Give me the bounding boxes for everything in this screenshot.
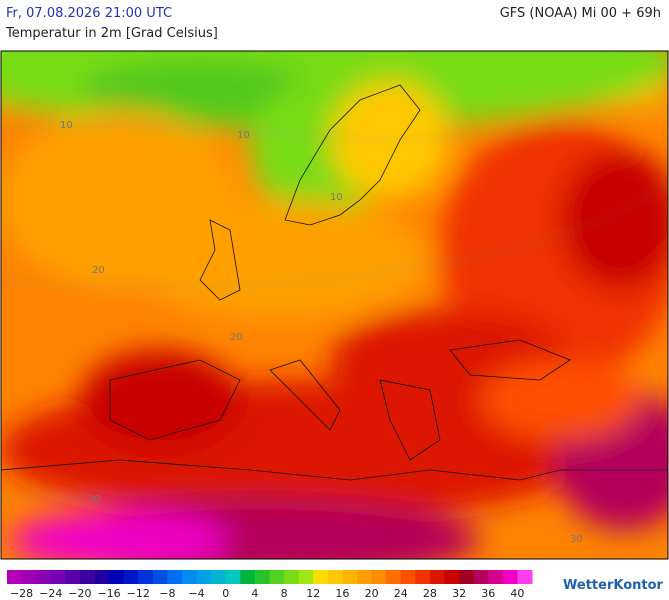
- legend-label: 24: [394, 587, 408, 600]
- legend-label: −28: [10, 587, 33, 600]
- legend-swatch: [415, 570, 431, 584]
- legend-swatch: [444, 570, 460, 584]
- legend-label: −20: [68, 587, 91, 600]
- legend-swatch: [152, 570, 168, 584]
- legend-swatch: [94, 570, 110, 584]
- legend-label: −16: [97, 587, 120, 600]
- legend-label: 36: [481, 587, 495, 600]
- legend-swatch: [371, 570, 387, 584]
- legend-swatch: [327, 570, 343, 584]
- contour-label: 20: [92, 265, 105, 276]
- legend-swatch: [313, 570, 329, 584]
- legend-label: 32: [452, 587, 466, 600]
- contour-label: 30: [570, 534, 583, 545]
- coastlines: [1, 84, 668, 481]
- legend-swatch: [123, 570, 139, 584]
- map-frame: [0, 50, 669, 560]
- legend-label: −4: [188, 587, 204, 600]
- legend-label: −8: [159, 587, 175, 600]
- legend-swatch: [79, 570, 95, 584]
- contour-label: 30: [88, 494, 101, 505]
- legend-swatch: [211, 570, 227, 584]
- legend-swatch: [342, 570, 358, 584]
- legend-swatch: [284, 570, 300, 584]
- legend-swatch: [502, 570, 518, 584]
- legend-swatch: [429, 570, 445, 584]
- legend-swatch: [138, 570, 154, 584]
- legend-swatch: [50, 570, 66, 584]
- legend-label: 8: [281, 587, 288, 600]
- legend-swatch: [167, 570, 183, 584]
- legend-swatch: [386, 570, 402, 584]
- legend-label: 0: [222, 587, 229, 600]
- legend-swatch: [298, 570, 314, 584]
- legend-swatch: [240, 570, 256, 584]
- legend-swatch: [21, 570, 37, 584]
- legend-swatch: [488, 570, 504, 584]
- legend-label: 28: [423, 587, 437, 600]
- legend-swatch: [36, 570, 52, 584]
- legend-swatch: [182, 570, 198, 584]
- legend-label: 4: [251, 587, 258, 600]
- legend-swatch: [400, 570, 416, 584]
- parameter: Temperatur in 2m [Grad Celsius]: [6, 26, 218, 41]
- legend-swatch: [196, 570, 212, 584]
- temperature-field: [1, 51, 668, 559]
- legend-label: 12: [306, 587, 320, 600]
- valid-time: Fr, 07.08.2026 21:00 UTC: [6, 6, 173, 21]
- legend-label: 16: [335, 587, 349, 600]
- legend-swatch: [357, 570, 373, 584]
- contour-label: 10: [237, 130, 250, 141]
- legend-swatch: [109, 570, 125, 584]
- legend-label: 20: [365, 587, 379, 600]
- legend-swatch: [254, 570, 270, 584]
- legend-swatch: [517, 570, 533, 584]
- legend-label: −24: [39, 587, 62, 600]
- logo: WetterKontor: [563, 578, 664, 593]
- legend-label: 40: [510, 587, 524, 600]
- contour-label: 10: [60, 120, 73, 131]
- legend-swatch: [225, 570, 241, 584]
- legend-swatch: [269, 570, 285, 584]
- legend-swatch: [473, 570, 489, 584]
- model-run: GFS (NOAA) Mi 00 + 69h: [499, 6, 661, 21]
- legend-swatch: [65, 570, 81, 584]
- legend-swatch: [7, 570, 23, 584]
- contour-label: 10: [330, 192, 343, 203]
- legend-swatch: [459, 570, 475, 584]
- legend-label: −12: [127, 587, 150, 600]
- contour-label: 20: [230, 332, 243, 343]
